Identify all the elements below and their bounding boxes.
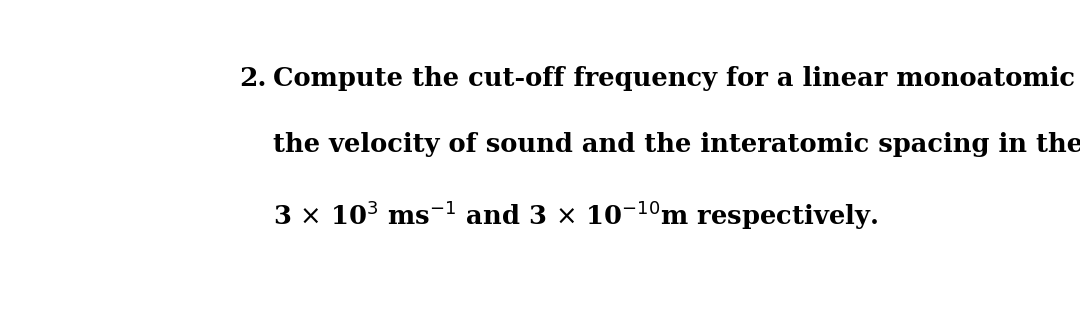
Text: 2.: 2. [240, 66, 267, 91]
Text: Compute the cut-off frequency for a linear monoatomic lattice if: Compute the cut-off frequency for a line… [273, 66, 1080, 91]
Text: 3 $\times$ 10$^{3}$ ms$^{-1}$ and 3 $\times$ 10$^{-10}$m respectively.: 3 $\times$ 10$^{3}$ ms$^{-1}$ and 3 $\ti… [273, 199, 878, 232]
Text: the velocity of sound and the interatomic spacing in the lattice are: the velocity of sound and the interatomi… [273, 132, 1080, 157]
